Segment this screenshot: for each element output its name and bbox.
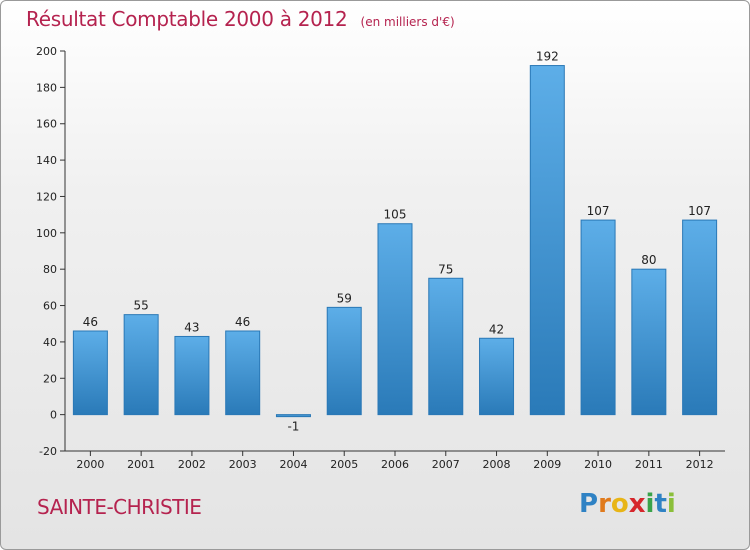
bar-outline xyxy=(123,314,159,416)
chart-title: Résultat Comptable 2000 à 2012 xyxy=(26,7,348,31)
bar xyxy=(530,65,565,415)
x-tick-label: 2006 xyxy=(381,458,409,471)
bar-outline xyxy=(580,219,616,416)
bar xyxy=(631,269,666,415)
bar-value-label: -1 xyxy=(287,419,299,433)
x-tick-label: 2004 xyxy=(279,458,307,471)
bar xyxy=(682,220,717,415)
y-tick-label: 160 xyxy=(36,118,57,131)
y-tick-label: 0 xyxy=(50,409,57,422)
bar-value-label: 43 xyxy=(184,320,199,334)
bar-value-label: 59 xyxy=(337,291,352,305)
y-tick-label: 80 xyxy=(43,263,57,276)
x-tick-label: 2011 xyxy=(635,458,663,471)
bar-outline xyxy=(174,335,210,416)
logo-letter: t xyxy=(654,489,667,519)
x-tick-label: 2002 xyxy=(178,458,206,471)
bar-outline xyxy=(377,223,413,416)
y-tick-label: -20 xyxy=(39,445,57,458)
bar xyxy=(378,223,412,415)
y-tick-label: 120 xyxy=(36,190,57,203)
bar xyxy=(225,331,260,415)
x-tick-label: 2001 xyxy=(127,458,155,471)
x-tick-label: 2007 xyxy=(432,458,460,471)
bar-value-label: 75 xyxy=(438,262,453,276)
logo-letter: x xyxy=(628,489,646,519)
bar xyxy=(174,336,209,415)
logo-letter: o xyxy=(610,489,629,519)
y-tick-label: 200 xyxy=(36,45,57,58)
bar-value-label: 55 xyxy=(134,299,149,313)
x-tick-label: 2012 xyxy=(686,458,714,471)
y-tick-label: 140 xyxy=(36,154,57,167)
bar-outline xyxy=(225,330,261,416)
bar xyxy=(124,314,159,415)
x-tick-label: 2010 xyxy=(584,458,612,471)
bar xyxy=(327,307,362,415)
y-tick-label: 20 xyxy=(43,372,57,385)
bar-value-label: 107 xyxy=(688,204,711,218)
bar xyxy=(479,338,514,415)
bar-outline xyxy=(479,337,515,416)
bar xyxy=(73,331,108,415)
bar-outline xyxy=(529,65,565,416)
y-tick-label: 40 xyxy=(43,336,57,349)
bar-outline xyxy=(682,219,718,416)
bar xyxy=(428,278,463,415)
bar-value-label: 42 xyxy=(489,322,504,336)
town-name: SAINTE-CHRISTIE xyxy=(37,495,202,519)
x-tick-label: 2000 xyxy=(76,458,104,471)
chart-header: Résultat Comptable 2000 à 2012 (en milli… xyxy=(26,7,455,31)
bar-outline xyxy=(72,330,108,416)
bar-value-label: 192 xyxy=(536,50,559,64)
bar-outline xyxy=(631,268,667,416)
bar-outline xyxy=(326,306,362,416)
x-tick-label: 2009 xyxy=(533,458,561,471)
x-tick-label: 2003 xyxy=(229,458,257,471)
logo-letter: r xyxy=(598,489,611,519)
logo-letter: i xyxy=(645,489,655,519)
y-tick-label: 100 xyxy=(36,227,57,240)
bar xyxy=(581,220,616,415)
y-tick-label: 60 xyxy=(43,300,57,313)
y-tick-label: 180 xyxy=(36,81,57,94)
bar-value-label: 107 xyxy=(587,204,610,218)
bar-value-label: 105 xyxy=(384,208,407,222)
bar-outline xyxy=(428,277,464,416)
bar-outline xyxy=(275,414,311,418)
proxiti-logo: Proxiti xyxy=(579,489,676,519)
bar-value-label: 46 xyxy=(83,315,98,329)
bar xyxy=(276,414,311,417)
bar-value-label: 80 xyxy=(641,253,656,267)
logo-letter: P xyxy=(579,489,599,519)
x-tick-label: 2005 xyxy=(330,458,358,471)
chart-subtitle: (en milliers d'€) xyxy=(360,15,455,29)
bar-value-label: 46 xyxy=(235,315,250,329)
logo-letter: i xyxy=(666,489,676,519)
x-tick-label: 2008 xyxy=(483,458,511,471)
